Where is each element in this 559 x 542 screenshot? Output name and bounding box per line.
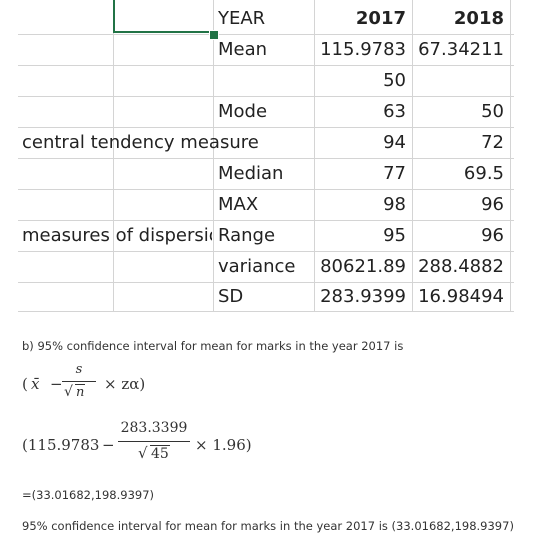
cell-2017-variance[interactable]: 80621.89: [320, 256, 406, 277]
cell-2018-range[interactable]: 96: [481, 225, 504, 246]
label-median[interactable]: Median: [218, 163, 284, 184]
conclusion-text: 95% confidence interval for mean for mar…: [22, 519, 514, 533]
formula-numerator: s: [75, 362, 83, 377]
solution-heading: b) 95% confidence interval for mean for …: [22, 339, 404, 353]
cell-2018-mean[interactable]: 67.34211: [418, 39, 504, 60]
gridline: [412, 0, 413, 312]
sqrt-symbol: √: [138, 444, 148, 462]
formula-minus: −: [50, 375, 63, 393]
formula-xbar: x̄: [31, 375, 40, 393]
label-measures-of-dispersion[interactable]: measures of dispersion: [22, 225, 212, 246]
cell-2017-row2[interactable]: 50: [383, 70, 406, 91]
gridline: [18, 127, 514, 128]
fraction-bar: [118, 441, 190, 442]
substitution-fraction: 283.3399 √ 45: [118, 420, 190, 468]
cell-2018-max[interactable]: 96: [481, 194, 504, 215]
label-max[interactable]: MAX: [218, 194, 259, 215]
label-mean[interactable]: Mean: [218, 39, 268, 60]
gridline: [113, 0, 114, 312]
header-2018[interactable]: 2018: [453, 8, 504, 29]
gridline: [18, 282, 514, 283]
cell-2017-median[interactable]: 77: [383, 163, 406, 184]
sqrt-symbol: √: [64, 384, 73, 400]
cell-2018-mode[interactable]: 50: [481, 101, 504, 122]
fill-handle[interactable]: [209, 30, 219, 40]
gridline: [18, 158, 514, 159]
gridline: [18, 251, 514, 252]
gridline: [510, 0, 511, 312]
spreadsheet-grid: YEAR 2017 2018 Mean 115.9783 67.34211 50…: [18, 0, 514, 312]
cell-2017-mode[interactable]: 63: [383, 101, 406, 122]
gridline: [213, 0, 214, 312]
header-2017[interactable]: 2017: [355, 8, 406, 29]
label-variance[interactable]: variance: [218, 256, 296, 277]
formula-rest: × zα): [104, 375, 146, 393]
cell-2017-row4[interactable]: 94: [383, 132, 406, 153]
formula-fraction: s √ n: [62, 362, 96, 406]
substitution-open: (115.9783: [22, 436, 100, 454]
cell-2018-sd[interactable]: 16.98494: [418, 286, 504, 307]
cell-2018-variance[interactable]: 288.4882: [418, 256, 504, 277]
label-sd[interactable]: SD: [218, 286, 244, 307]
substitution-minus: −: [102, 436, 115, 454]
cell-2017-mean[interactable]: 115.9783: [320, 39, 406, 60]
gridline: [18, 96, 514, 97]
formula-denominator: n: [75, 384, 86, 400]
substitution-denominator: 45: [150, 445, 170, 462]
substitution-numerator: 283.3399: [120, 420, 188, 436]
fraction-bar: [62, 381, 96, 382]
cell-2017-max[interactable]: 98: [383, 194, 406, 215]
cell-2018-median[interactable]: 69.5: [463, 163, 504, 184]
label-mode[interactable]: Mode: [218, 101, 268, 122]
gridline: [18, 220, 514, 221]
result-text: =(33.01682,198.9397): [22, 488, 155, 502]
header-year[interactable]: YEAR: [218, 8, 266, 29]
substitution-rest: × 1.96): [195, 436, 252, 454]
gridline: [18, 189, 514, 190]
cell-2017-range[interactable]: 95: [383, 225, 406, 246]
cell-2018-row4[interactable]: 72: [481, 132, 504, 153]
selected-cell[interactable]: [113, 0, 213, 33]
gridline: [18, 65, 514, 66]
label-range[interactable]: Range: [218, 225, 276, 246]
formula-open: (: [22, 375, 28, 393]
cell-2017-sd[interactable]: 283.9399: [320, 286, 406, 307]
gridline: [18, 34, 514, 35]
gridline: [18, 311, 514, 312]
label-central-tendency[interactable]: central tendency measure: [22, 132, 259, 153]
gridline: [314, 0, 315, 312]
